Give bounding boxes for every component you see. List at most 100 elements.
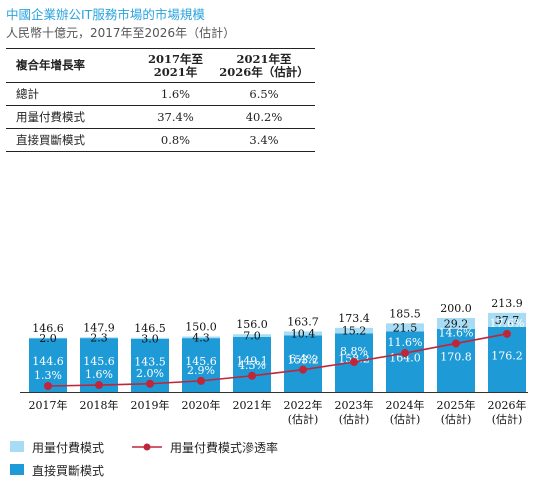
legend-buyout-label: 直接買斷模式 xyxy=(32,464,105,478)
bar-usage xyxy=(335,327,373,334)
cagr-row-value: 0.8% xyxy=(160,133,191,147)
cagr-row-value: 1.6% xyxy=(160,87,191,101)
bar-total-label: 146.6 xyxy=(32,322,64,335)
x-tick-label: 2022年 xyxy=(284,398,323,412)
penetration-label: 2.9% xyxy=(187,364,215,377)
penetration-point xyxy=(95,381,103,390)
penetration-label: 1.3% xyxy=(34,369,62,382)
chart-subtitle: 人民幣十億元，2017年至2026年（估計） xyxy=(6,26,236,40)
x-tick-label: (估計) xyxy=(288,412,319,426)
legend-line-icon xyxy=(132,443,162,451)
bar-usage-label: 21.5 xyxy=(393,321,418,334)
cagr-row-value: 37.4% xyxy=(157,110,194,124)
penetration-point xyxy=(146,379,154,388)
bar-usage-label: 29.2 xyxy=(444,317,469,330)
cagr-table: 複合年增長率 2017年至 2021年 2021年至 2026年（估計） 總計 1.6… xyxy=(6,48,315,152)
penetration-point xyxy=(452,339,460,348)
bar-buyout xyxy=(386,331,424,392)
legend-usage-label: 用量付費模式 xyxy=(32,441,105,455)
bar-total-label: 156.0 xyxy=(236,318,268,331)
cagr-row-value: 6.5% xyxy=(249,87,279,101)
penetration-point xyxy=(248,371,256,380)
cagr-row-label: 總計 xyxy=(16,87,39,101)
penetration-label: 4.5% xyxy=(238,359,266,372)
bar-usage xyxy=(386,323,424,332)
bar-buyout xyxy=(233,336,271,392)
bar-usage xyxy=(131,337,169,339)
bar-usage xyxy=(182,336,220,339)
legend-buyout-swatch xyxy=(10,464,24,475)
bar-usage xyxy=(437,318,475,329)
cagr-header-period1: 2017年至 2021年 xyxy=(147,51,203,79)
legend-usage-swatch xyxy=(10,441,24,452)
legend-penetration-label: 用量付費模式滲透率 xyxy=(170,441,279,455)
bar-buyout-label: 153.2 xyxy=(287,354,319,367)
x-tick-label: (估計) xyxy=(492,412,523,426)
bar-usage-label: 10.4 xyxy=(291,327,316,340)
cagr-row: 總計 1.6% 6.5% xyxy=(6,83,315,106)
x-tick-label: 2021年 xyxy=(233,398,272,412)
bar-total-label: 200.0 xyxy=(440,302,472,315)
cagr-row-value: 3.4% xyxy=(249,133,279,147)
penetration-label: 14.6% xyxy=(439,326,474,339)
penetration-label: 6.4% xyxy=(289,353,317,366)
bar-usage xyxy=(80,337,118,339)
penetration-label: 11.6% xyxy=(388,336,423,349)
bar-buyout-label: 170.8 xyxy=(440,350,472,363)
penetration-point xyxy=(44,382,52,390)
x-tick-label: 2025年 xyxy=(437,398,476,412)
x-tick-label: 2023年 xyxy=(335,398,374,412)
x-tick-label: 2024年 xyxy=(386,398,425,412)
x-tick-label: (估計) xyxy=(441,412,472,426)
chart-title: 中國企業辦公IT服務市場的市場規模 xyxy=(6,7,205,22)
bar-usage-label: 7.0 xyxy=(243,330,261,343)
x-tick-label: 2020年 xyxy=(182,398,221,412)
penetration-point xyxy=(401,349,409,358)
bar-usage-label: 37.7 xyxy=(495,314,520,327)
x-tick-label: (估計) xyxy=(339,412,370,426)
bar-usage xyxy=(488,312,526,327)
bar-total-label: 173.4 xyxy=(338,312,370,325)
bar-total-label: 213.9 xyxy=(491,297,523,310)
bar-buyout-label: 143.5 xyxy=(134,355,166,368)
cagr-header-row: 複合年增長率 2017年至 2021年 2021年至 2026年（估計） xyxy=(6,48,315,83)
bar-total-label: 185.5 xyxy=(389,307,421,320)
penetration-label: 2.0% xyxy=(136,367,164,380)
penetration-label: 8.8% xyxy=(340,345,368,358)
x-tick-label: 2017年 xyxy=(29,398,68,412)
bar-buyout xyxy=(284,335,322,392)
bar-buyout-label: 149.1 xyxy=(236,354,268,367)
cagr-header-period2: 2021年至 2026年（估計） xyxy=(219,51,309,79)
cagr-row: 直接買斷模式 0.8% 3.4% xyxy=(6,129,315,152)
bar-total-label: 163.7 xyxy=(287,315,319,328)
bar-usage-label: 4.3 xyxy=(192,331,210,344)
penetration-point xyxy=(197,376,205,385)
bar-total-label: 150.0 xyxy=(185,321,217,334)
cagr-row-label: 用量付費模式 xyxy=(16,110,85,124)
penetration-label: 17.6% xyxy=(490,317,525,330)
penetration-point xyxy=(350,358,358,366)
cagr-row-label: 直接買斷模式 xyxy=(16,133,85,147)
x-tick-label: 2019年 xyxy=(131,398,170,412)
bar-buyout-label: 176.2 xyxy=(491,349,523,362)
x-tick-label: 2026年 xyxy=(488,398,527,412)
bar-usage xyxy=(233,334,271,337)
penetration-point xyxy=(299,365,307,374)
cagr-row-value: 40.2% xyxy=(245,110,283,124)
bar-buyout-label: 145.6 xyxy=(83,355,115,368)
x-tick-label: (估計) xyxy=(390,412,421,426)
cagr-row: 用量付費模式 37.4% 40.2% xyxy=(6,106,315,129)
penetration-line xyxy=(47,333,508,387)
bar-usage-label: 2.0 xyxy=(39,332,57,345)
bar-usage-label: 15.2 xyxy=(342,325,367,338)
penetration-label: 1.6% xyxy=(85,368,113,381)
x-tick-label: 2018年 xyxy=(80,398,119,412)
bar-usage xyxy=(284,331,322,336)
bar-total-label: 147.9 xyxy=(83,321,115,334)
bar-usage-label: 3.0 xyxy=(141,332,159,345)
bar-buyout-label: 145.6 xyxy=(185,355,217,368)
bar-usage-label: 2.3 xyxy=(90,332,108,345)
bar-usage xyxy=(29,337,67,339)
cagr-header-label: 複合年增長率 xyxy=(16,58,85,72)
